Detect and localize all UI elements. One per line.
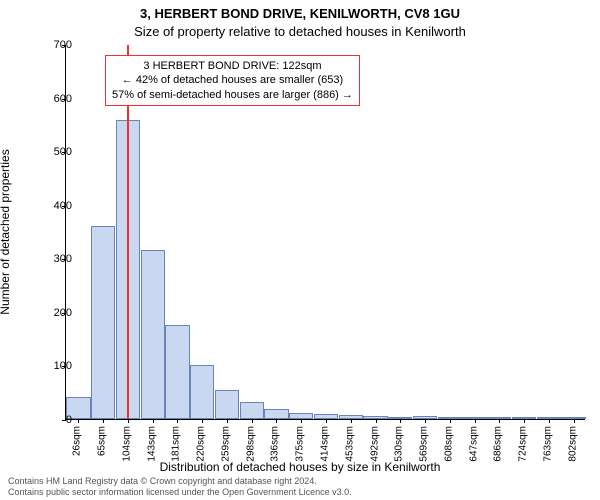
chart-title-subtitle: Size of property relative to detached ho…: [0, 24, 600, 39]
xtick-mark: [326, 419, 327, 423]
xtick-mark: [252, 419, 253, 423]
xtick-mark: [574, 419, 575, 423]
xtick-mark: [177, 419, 178, 423]
xtick-mark: [450, 419, 451, 423]
ytick-label: 200: [54, 307, 72, 319]
xtick-label: 26sqm: [72, 426, 83, 456]
xtick-label: 375sqm: [295, 426, 306, 462]
annotation-line: 57% of semi-detached houses are larger (…: [112, 88, 353, 102]
xtick-label: 608sqm: [443, 426, 454, 462]
histogram-bar: [240, 402, 264, 419]
xtick-label: 686sqm: [493, 426, 504, 462]
ytick-label: 0: [66, 414, 72, 426]
xtick-label: 104sqm: [121, 426, 132, 462]
annotation-box: 3 HERBERT BOND DRIVE: 122sqm← 42% of det…: [105, 55, 360, 106]
xtick-label: 492sqm: [369, 426, 380, 462]
xtick-mark: [400, 419, 401, 423]
x-axis-label: Distribution of detached houses by size …: [0, 460, 600, 474]
annotation-line: 3 HERBERT BOND DRIVE: 122sqm: [112, 59, 353, 73]
xtick-label: 453sqm: [344, 426, 355, 462]
annotation-line: ← 42% of detached houses are smaller (65…: [112, 73, 353, 87]
ytick-label: 400: [54, 200, 72, 212]
histogram-bar: [141, 250, 165, 419]
xtick-mark: [499, 419, 500, 423]
xtick-mark: [227, 419, 228, 423]
ytick-label: 500: [54, 146, 72, 158]
footer-line-2: Contains public sector information licen…: [8, 487, 352, 498]
xtick-mark: [376, 419, 377, 423]
histogram-bar: [264, 409, 288, 419]
xtick-label: 336sqm: [270, 426, 281, 462]
xtick-label: 259sqm: [220, 426, 231, 462]
y-axis-label: Number of detached properties: [0, 149, 12, 314]
xtick-label: 65sqm: [97, 426, 108, 456]
xtick-mark: [549, 419, 550, 423]
ytick-label: 600: [54, 93, 72, 105]
xtick-mark: [475, 419, 476, 423]
histogram-bar: [215, 390, 239, 419]
xtick-label: 802sqm: [567, 426, 578, 462]
xtick-label: 724sqm: [518, 426, 529, 462]
xtick-label: 569sqm: [419, 426, 430, 462]
ytick-label: 300: [54, 253, 72, 265]
ytick-label: 700: [54, 39, 72, 51]
xtick-mark: [276, 419, 277, 423]
xtick-mark: [425, 419, 426, 423]
xtick-mark: [524, 419, 525, 423]
xtick-label: 220sqm: [196, 426, 207, 462]
footer-attribution: Contains HM Land Registry data © Crown c…: [8, 476, 352, 498]
histogram-bar: [190, 365, 214, 419]
histogram-bar: [165, 325, 189, 419]
chart-title-address: 3, HERBERT BOND DRIVE, KENILWORTH, CV8 1…: [0, 6, 600, 21]
xtick-label: 414sqm: [320, 426, 331, 462]
histogram-bar: [91, 226, 115, 419]
xtick-mark: [78, 419, 79, 423]
xtick-label: 763sqm: [542, 426, 553, 462]
xtick-mark: [128, 419, 129, 423]
xtick-mark: [301, 419, 302, 423]
xtick-label: 181sqm: [171, 426, 182, 462]
footer-line-1: Contains HM Land Registry data © Crown c…: [8, 476, 352, 487]
xtick-mark: [153, 419, 154, 423]
xtick-mark: [103, 419, 104, 423]
xtick-mark: [351, 419, 352, 423]
ytick-label: 100: [54, 360, 72, 372]
xtick-label: 298sqm: [245, 426, 256, 462]
xtick-label: 143sqm: [146, 426, 157, 462]
xtick-label: 530sqm: [394, 426, 405, 462]
xtick-mark: [202, 419, 203, 423]
xtick-label: 647sqm: [468, 426, 479, 462]
